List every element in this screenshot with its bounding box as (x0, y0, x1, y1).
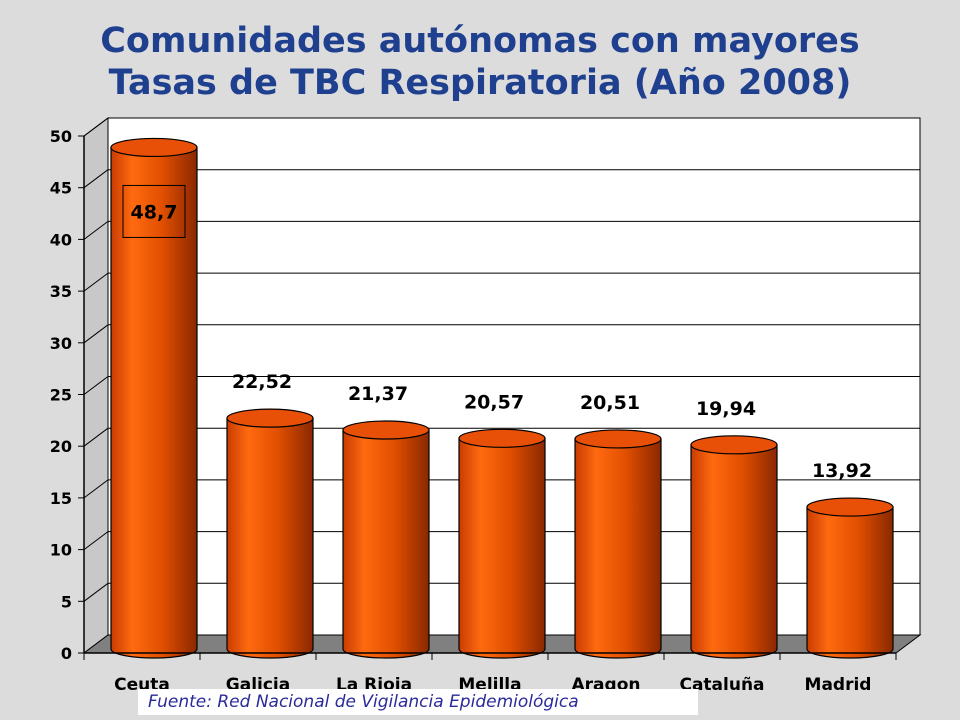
bar: 20,51 (574, 392, 662, 659)
y-tick-label: 0 (61, 644, 72, 663)
gridline-side (83, 427, 109, 447)
chart-title: Comunidades autónomas con mayores Tasas … (0, 20, 960, 104)
bar-top (574, 429, 662, 449)
chart-title-line1: Comunidades autónomas con mayores (100, 21, 860, 61)
gridline-side (83, 479, 109, 499)
y-tick-label: 25 (50, 386, 72, 405)
x-tick-label: Cataluña (679, 675, 764, 695)
y-tick-label: 50 (50, 127, 72, 146)
gridline-side (83, 117, 109, 137)
data-label: 20,51 (580, 392, 640, 414)
data-label: 48,7 (131, 201, 178, 223)
gridline-side (83, 220, 109, 240)
y-tick-label: 30 (50, 334, 72, 353)
bar-top (458, 428, 546, 448)
bar-top (806, 497, 894, 517)
bar: 20,57 (458, 391, 546, 659)
bar-top (226, 408, 314, 428)
bar-body (574, 438, 662, 659)
gridline-side (83, 324, 109, 344)
chart-title-line2: Tasas de TBC Respiratoria (Año 2008) (108, 63, 852, 103)
gridline-side (83, 531, 109, 550)
bar: 48,7 (110, 137, 198, 659)
data-label: 19,94 (696, 398, 756, 420)
bar-top (690, 435, 778, 455)
data-label: 13,92 (812, 460, 872, 482)
data-label: 20,57 (464, 391, 524, 413)
bar: 21,37 (342, 383, 430, 659)
bar: 19,94 (690, 398, 778, 659)
bar-body (226, 417, 314, 659)
y-tick-label: 40 (50, 230, 72, 249)
bar-body (342, 429, 430, 659)
data-label: 22,52 (232, 371, 292, 393)
gridline-side (83, 582, 109, 602)
y-tick-label: 15 (50, 489, 72, 508)
bar-top (342, 420, 430, 440)
bar-body (806, 506, 894, 659)
y-tick-label: 35 (50, 282, 72, 301)
x-tick-label: Madrid (805, 675, 872, 695)
source-note: Fuente: Red Nacional de Vigilancia Epide… (138, 689, 698, 715)
bar-body (458, 437, 546, 659)
gridline-side (83, 272, 109, 292)
bar-body (690, 444, 778, 659)
gridline-side (83, 169, 109, 189)
bar-top (110, 137, 198, 158)
data-label: 21,37 (348, 383, 408, 405)
bar: 22,52 (226, 371, 314, 659)
y-tick-label: 20 (50, 437, 72, 456)
y-tick-label: 5 (61, 592, 72, 611)
y-tick-label: 10 (50, 541, 72, 560)
bar: 13,92 (806, 460, 894, 659)
y-tick-label: 45 (50, 179, 72, 198)
bars: 48,7 22,52 21,37 20,57 20,51 19,94 13,92 (110, 137, 894, 659)
y-axis: 0 5 10 15 20 25 30 35 40 45 50 (50, 127, 85, 663)
data-label-box (122, 184, 186, 238)
gridline-side (83, 376, 109, 395)
bar-body (110, 146, 198, 659)
